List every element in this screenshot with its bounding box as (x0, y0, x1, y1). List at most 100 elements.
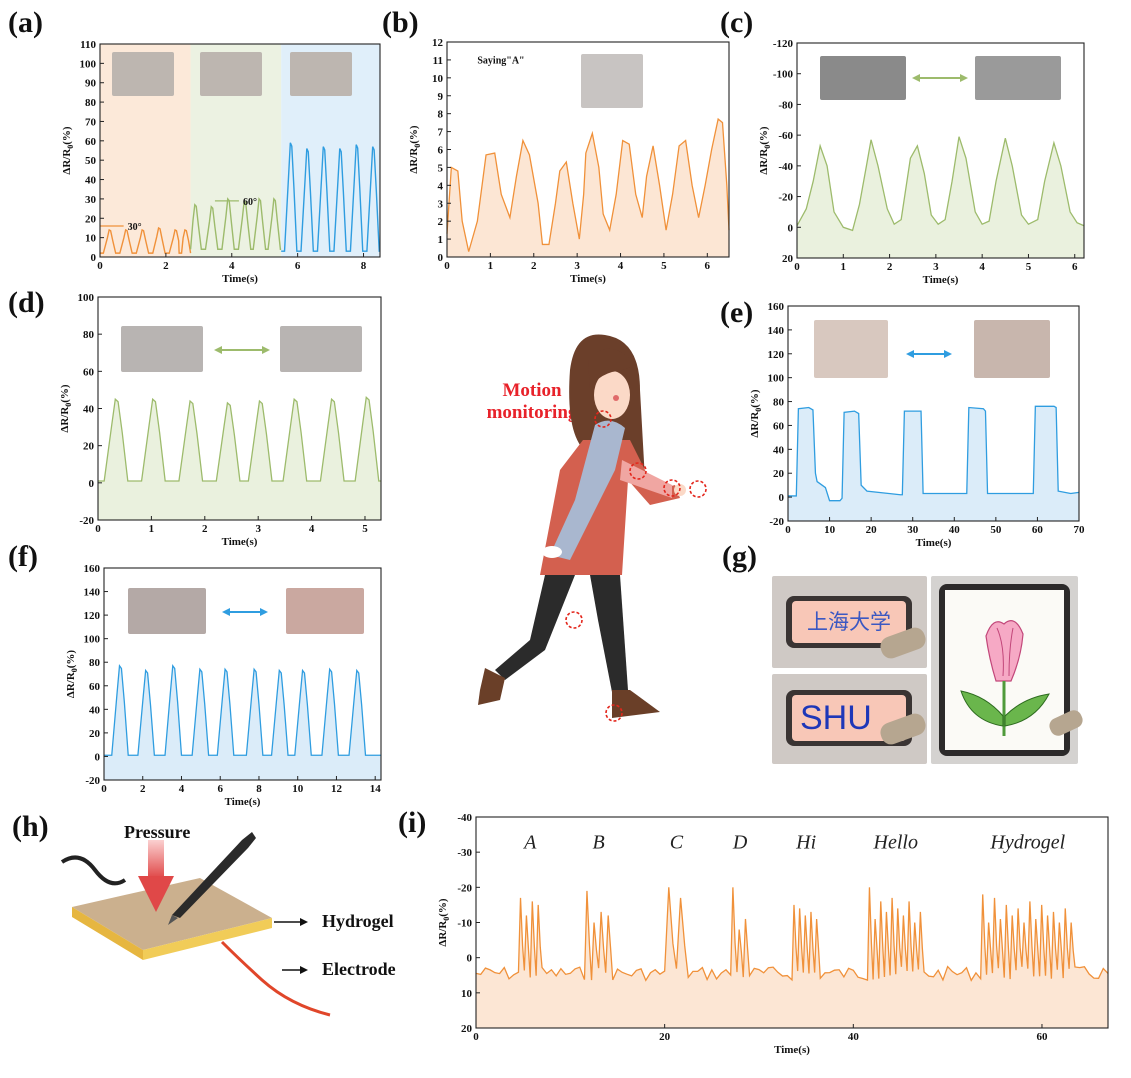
chart-d-xlabel: Time(s) (222, 536, 258, 548)
chart-b-xtick-label-0: 0 (444, 260, 450, 272)
chart-a-xtick-label-4: 8 (361, 260, 367, 272)
chart-c-ytick-label-1: -100 (773, 69, 794, 81)
chart-e-arrow-head-l (906, 350, 914, 358)
chart-a-ytick-label-0: 0 (91, 252, 97, 264)
chart-a-ytick-label-4: 40 (85, 175, 97, 187)
chart-c-series-line (796, 136, 1085, 232)
chart-b-ytick-label-4: 4 (438, 180, 444, 192)
motion-line1: Motion (502, 380, 562, 401)
chart-i-xtick-label-1: 20 (659, 1031, 671, 1043)
g-text-en: SHU (792, 695, 906, 741)
chart-d-ytick-label-0: -20 (79, 515, 94, 527)
chart-a-xtick-label-1: 2 (163, 260, 169, 272)
panel-label-i: (i) (398, 806, 427, 839)
chart-a-frame (99, 43, 381, 258)
chart-b-series-fill (447, 119, 729, 258)
chart-c-ytick-label-5: -20 (778, 192, 793, 204)
chart-b-ytick-label-5: 5 (438, 162, 444, 174)
chart-a-ytick-label-2: 20 (85, 213, 97, 225)
chart-c-xlabel: Time(s) (923, 274, 959, 286)
chart-d-photo-1 (280, 326, 362, 372)
chart-f-ytick-label-7: 120 (84, 610, 101, 622)
chart-b-xlabel: Time(s) (570, 273, 606, 285)
chart-b-ytick-label-6: 6 (438, 145, 444, 157)
chart-a-ylabel: ΔR/R0(%) (61, 126, 75, 175)
chart-a-ytick-label-11: 110 (80, 39, 96, 51)
chart-d-series-fill (98, 397, 381, 520)
chart-e-group: 0 10 20 30 40 50 60 70-20020406080100120140160T… (749, 301, 1085, 549)
chart-b-ytick-label-11: 11 (433, 55, 443, 67)
chart-b-ylabel: ΔR/R0(%) (408, 125, 422, 174)
chart-d-arrow-head-r (262, 346, 270, 354)
chart-a-xlabel: Time(s) (222, 273, 258, 285)
chart-d-xtick-label-2: 2 (202, 523, 208, 535)
chart-b-ytick-label-3: 3 (438, 198, 444, 210)
chart-b-ytick-label-0: 0 (438, 252, 444, 264)
panel-label-e: (e) (720, 296, 754, 329)
chart-c-ytick-label-3: -60 (778, 130, 793, 142)
chart-f-ytick-label-0: -20 (85, 775, 100, 787)
chart-d-ylabel: ΔR/R0(%) (59, 384, 73, 433)
chart-e-xtick-label-7: 70 (1074, 524, 1086, 536)
chart-b-ytick-label-8: 8 (438, 109, 444, 121)
chart-b-xtick-label-6: 6 (705, 260, 711, 272)
chart-f-xtick-label-4: 8 (256, 783, 262, 795)
chart-a-photo-2 (290, 52, 352, 96)
chart-c-ytick-label-2: -80 (778, 99, 793, 111)
panel-label-a: (a) (8, 6, 43, 39)
chart-d-xtick-label-1: 1 (149, 523, 155, 535)
chart-c-photo-0 (820, 56, 906, 100)
chart-b-annotation: Saying"A" (477, 56, 524, 67)
chart-e-ylabel: ΔR/R0(%) (749, 389, 763, 438)
chart-f-ytick-label-6: 100 (84, 634, 101, 646)
chart-e-ytick-label-4: 60 (773, 420, 785, 432)
chart-a-ytick-label-7: 70 (85, 116, 97, 128)
chart-a-ytick-label-5: 50 (85, 155, 97, 167)
chart-i-ytick-label-5: 10 (461, 988, 473, 1000)
chart-c-xtick-label-5: 5 (1026, 261, 1032, 273)
chart-e-photo-0 (814, 320, 888, 378)
chart-i-ytick-label-2: -20 (457, 882, 472, 894)
chart-a-ytick-label-10: 100 (80, 58, 97, 70)
chart-d-ytick-label-2: 20 (83, 441, 95, 453)
chart-d-ytick-label-5: 80 (83, 329, 95, 341)
chart-a-ytick-label-3: 30 (85, 194, 97, 206)
chart-e-xtick-label-6: 60 (1032, 524, 1044, 536)
panel-label-g: (g) (722, 540, 757, 573)
chart-b-ytick-label-10: 10 (432, 73, 444, 85)
chart-b-photo (581, 54, 643, 108)
chart-c-arrow-head-l (912, 74, 920, 82)
chart-e-xlabel: Time(s) (916, 537, 952, 549)
chart-e-ytick-label-3: 40 (773, 444, 785, 456)
chart-i-xlabel: Time(s) (774, 1044, 810, 1056)
chart-f-group: 0 2 4 6 8 10 12 14-20020406080100120140160Time(… (65, 563, 382, 808)
chart-a-ytick-label-6: 60 (85, 136, 97, 148)
chart-f-xtick-label-0: 0 (101, 783, 107, 795)
chart-i-ytick-label-3: -10 (457, 918, 472, 930)
chart-e-xtick-label-4: 40 (949, 524, 961, 536)
chart-e-series-line (788, 405, 1080, 502)
chart-i-series-line (475, 887, 1109, 982)
panel-label-f: (f) (8, 540, 38, 573)
chart-d-xtick-label-4: 4 (309, 523, 315, 535)
chart-c-xtick-label-6: 6 (1072, 261, 1078, 273)
chart-b-xtick-label-3: 3 (574, 260, 580, 272)
chart-b-ytick-label-9: 9 (438, 91, 444, 103)
chart-c-xtick-label-1: 1 (841, 261, 847, 273)
chart-e-series-fill (788, 406, 1079, 521)
chart-b-xtick-label-1: 1 (488, 260, 494, 272)
chart-f-xtick-label-2: 4 (179, 783, 185, 795)
chart-i-word-4: Hi (795, 832, 816, 854)
chart-c-xtick-label-4: 4 (979, 261, 985, 273)
chart-a-photo-1 (200, 52, 262, 96)
chart-c-ytick-label-0: -120 (773, 38, 794, 50)
chart-e-ytick-label-8: 140 (768, 325, 785, 337)
chart-b-ytick-label-2: 2 (438, 216, 444, 228)
chart-i-series-fill (476, 887, 1108, 1028)
chart-i-word-5: Hello (873, 832, 918, 854)
chart-d-ytick-label-6: 100 (78, 292, 95, 304)
h-pressure-label: Pressure (124, 822, 191, 842)
chart-b-ytick-label-1: 1 (438, 234, 444, 246)
